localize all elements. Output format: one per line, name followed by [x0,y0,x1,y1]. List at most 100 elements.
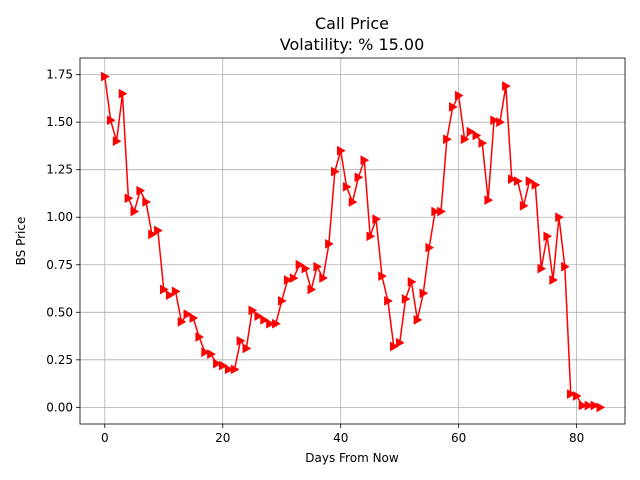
data-point-marker [201,347,211,358]
data-point-marker [348,197,358,207]
data-point-marker [502,81,511,91]
y-tick-label: 0.25 [46,353,73,367]
data-point-marker [413,314,423,325]
data-point-marker [431,206,441,217]
data-point-marker [136,185,146,196]
series [101,71,606,413]
data-point-marker [307,284,317,295]
data-point-marker [378,271,388,282]
data-point-marker [195,332,205,342]
data-point-marker [496,117,505,128]
data-point-marker [289,273,299,284]
data-point-marker [449,102,458,112]
data-point-marker [401,294,411,304]
data-point-marker [543,231,553,242]
data-point-marker [124,193,134,204]
data-point-marker [395,337,405,348]
data-point-marker [224,364,234,375]
data-point-marker [537,263,547,274]
data-point-marker [407,276,417,287]
data-point-marker [148,229,157,240]
data-point-marker [154,225,163,236]
y-tick-label: 0.00 [46,400,73,414]
data-point-marker [260,314,270,325]
data-point-marker [454,90,464,101]
data-point-marker [272,318,281,329]
data-point-marker [519,200,529,211]
x-axis-label: Days From Now [305,451,399,465]
data-point-marker [572,391,582,401]
data-point-marker [596,402,606,413]
x-tick-label: 0 [101,431,109,445]
data-point-marker [484,195,494,206]
data-point-marker [207,349,216,360]
data-point-marker [478,138,488,149]
data-point-marker [584,400,594,411]
data-point-marker [277,295,287,306]
data-point-marker [266,318,275,329]
y-tick-label: 1.25 [46,163,73,177]
data-point-marker [160,284,169,295]
data-point-marker [325,238,334,249]
data-point-marker [177,316,187,327]
data-point-marker [443,134,452,145]
x-tick-label: 60 [451,431,466,445]
y-tick-label: 0.50 [46,305,73,319]
data-point-marker [101,71,110,82]
data-point-marker [384,295,393,306]
data-point-marker [513,176,523,187]
data-point-marker [460,134,470,145]
data-point-marker [419,288,429,299]
data-point-marker [531,179,541,190]
x-tick-label: 20 [215,431,230,445]
chart-subtitle: Volatility: % 15.00 [280,35,425,54]
data-point-marker [242,343,252,354]
data-point-marker [283,275,293,285]
data-point-marker [360,155,370,166]
data-point-marker [590,400,600,411]
data-point-marker [437,206,446,217]
data-point-marker [254,311,264,322]
data-point-marker [218,360,228,371]
data-point-marker [336,145,346,156]
x-tick-label: 80 [569,431,584,445]
data-point-marker [354,172,364,183]
ticks: 0 20 40 60 80 0.00 0.25 0.50 0.75 1.00 1.25 1.50 1.7… [46,68,584,445]
data-point-marker [189,313,199,323]
data-point-marker [171,286,181,297]
chart-title: Call Price [315,14,389,33]
data-point-marker [106,115,116,126]
y-tick-label: 1.75 [46,68,73,82]
data-point-marker [142,197,152,207]
data-point-marker [165,290,175,301]
y-tick-label: 0.75 [46,258,73,272]
data-point-marker [555,212,564,223]
data-point-marker [566,389,576,399]
data-point-marker [549,275,559,285]
data-point-marker [425,242,435,253]
data-point-marker [372,214,382,225]
x-tick-label: 40 [333,431,348,445]
data-point-marker [466,126,476,137]
data-point-marker [561,261,570,272]
data-point-marker [342,181,352,192]
data-point-marker [295,259,305,270]
data-point-marker [213,358,222,369]
data-point-marker [313,261,323,272]
data-point-marker [183,309,193,320]
data-point-marker [366,231,376,242]
data-point-marker [118,88,128,99]
data-point-marker [472,130,482,141]
plot-frame [79,57,626,425]
data-point-marker [112,136,122,147]
data-point-marker [236,335,246,346]
data-point-marker [508,174,517,185]
data-point-marker [301,263,311,274]
data-point-marker [525,176,535,187]
y-tick-label: 1.00 [46,210,73,224]
data-point-marker [230,364,240,375]
data-point-marker [490,115,500,126]
data-point-marker [248,305,258,316]
